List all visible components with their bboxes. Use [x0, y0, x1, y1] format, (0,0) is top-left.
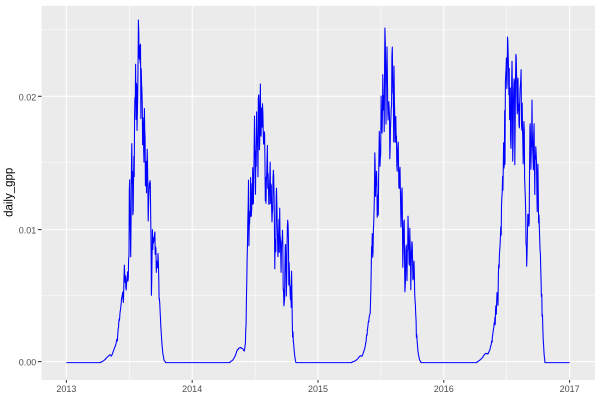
- svg-text:2013: 2013: [56, 384, 76, 394]
- svg-text:0.02: 0.02: [19, 92, 37, 102]
- svg-text:0.01: 0.01: [19, 226, 37, 236]
- svg-text:2017: 2017: [560, 384, 580, 394]
- svg-text:2014: 2014: [182, 384, 202, 394]
- svg-text:daily_gpp: daily_gpp: [4, 168, 16, 217]
- svg-text:2016: 2016: [434, 384, 454, 394]
- svg-text:2015: 2015: [308, 384, 328, 394]
- svg-text:0.00: 0.00: [19, 358, 37, 368]
